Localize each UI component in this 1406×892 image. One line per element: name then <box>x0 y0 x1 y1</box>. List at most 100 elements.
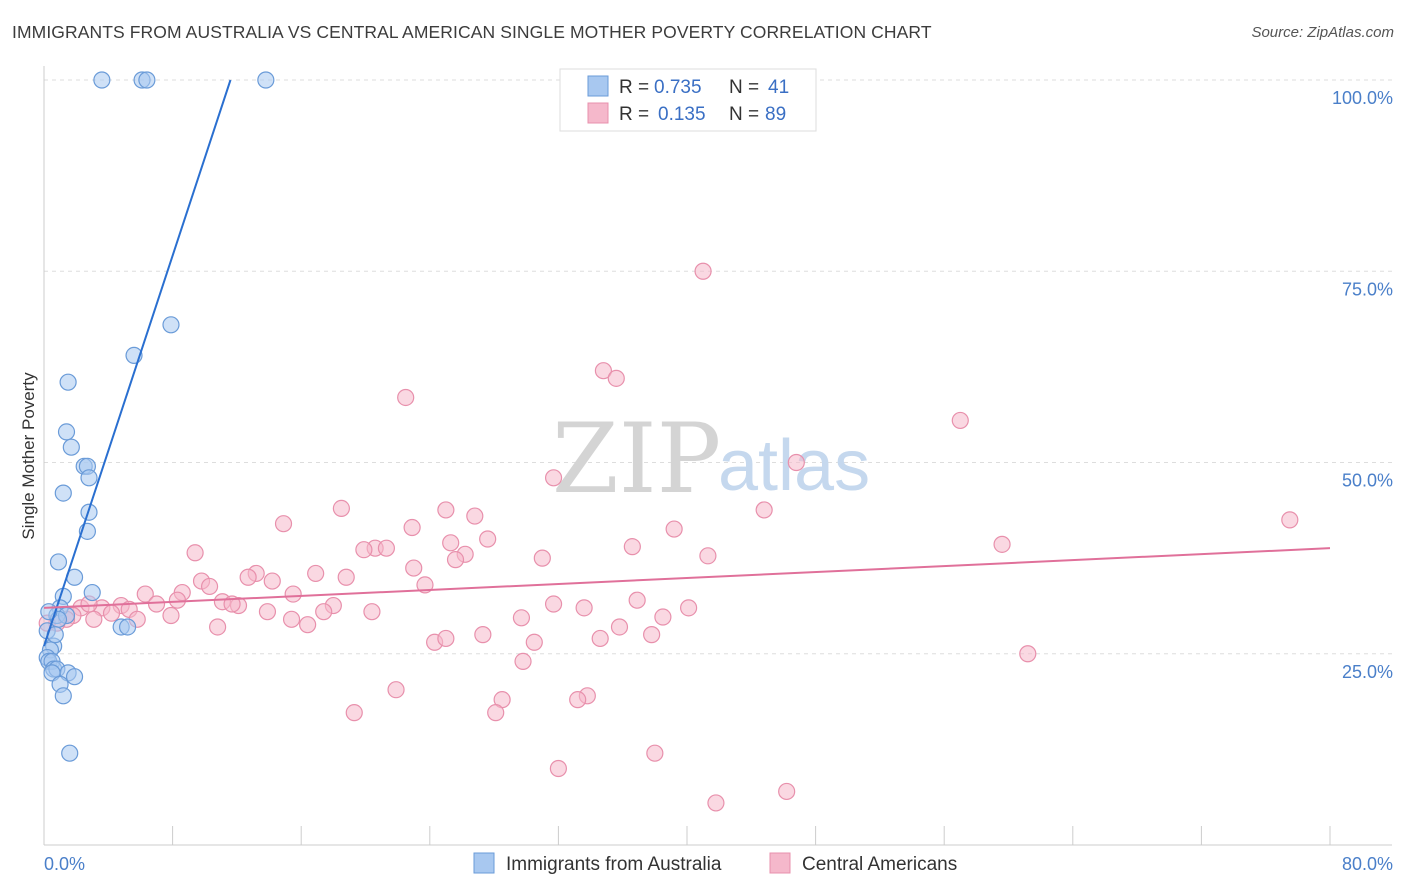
bottom-legend-label-australia: Immigrants from Australia <box>506 854 722 875</box>
point-central-americans-62 <box>85 610 103 628</box>
trend-line-australia <box>43 79 232 647</box>
point-australia-4 <box>162 316 180 334</box>
point-central-americans-27 <box>405 559 423 577</box>
point-central-americans-56 <box>102 604 121 622</box>
point-central-americans-71 <box>474 626 492 644</box>
point-australia-6 <box>59 373 77 391</box>
point-central-americans-54 <box>363 603 381 621</box>
point-australia-8 <box>62 438 80 456</box>
point-central-americans-38 <box>136 585 154 603</box>
point-central-americans-4 <box>951 411 969 430</box>
point-central-americans-81 <box>345 704 363 722</box>
point-australia-25 <box>118 618 137 636</box>
point-central-americans-14 <box>665 520 683 538</box>
point-central-americans-84 <box>549 759 568 778</box>
y-tick-label-3: 100.0% <box>1332 88 1393 108</box>
point-central-americans-39 <box>628 591 646 609</box>
legend-n-value-2: 89 <box>765 104 786 125</box>
point-central-americans-42 <box>147 595 166 613</box>
point-central-americans-59 <box>654 608 672 626</box>
bottom-legend-label-central-americans: Central Americans <box>802 854 957 875</box>
point-central-americans-30 <box>239 568 257 586</box>
point-central-americans-48 <box>575 599 593 617</box>
point-central-americans-11 <box>1281 511 1299 529</box>
point-australia-38 <box>54 687 72 705</box>
y-tick-label-1: 50.0% <box>1342 471 1393 491</box>
point-central-americans-34 <box>200 577 219 596</box>
point-central-americans-6 <box>544 469 563 487</box>
point-central-americans-32 <box>263 572 281 590</box>
y-axis-label: Single Mother Poverty <box>19 372 38 540</box>
y-tick-labels: 25.0% 50.0% 75.0% 100.0% <box>1332 88 1393 682</box>
chart-source: Source: ZipAtlas.com <box>1251 24 1394 41</box>
grid-lines <box>44 79 1392 655</box>
legend-n-label-2: N = <box>729 104 759 125</box>
x-tick-labels: 0.0% 80.0% <box>44 854 1393 874</box>
trend-line-central-americans <box>43 547 1331 609</box>
point-australia-2 <box>138 71 156 89</box>
point-central-americans-15 <box>479 530 497 548</box>
legend-r-value-2: 0.135 <box>658 104 706 125</box>
point-australia-36 <box>65 668 84 686</box>
point-central-americans-17 <box>993 535 1011 553</box>
legend-n-label-1: N = <box>729 77 759 98</box>
point-central-americans-7 <box>332 499 350 517</box>
point-australia-0 <box>93 71 111 89</box>
y-tick-label-2: 75.0% <box>1342 279 1393 299</box>
legend-r-label-1: R = <box>619 77 649 98</box>
point-central-americans-85 <box>778 782 796 801</box>
point-central-americans-40 <box>168 591 187 609</box>
point-central-americans-82 <box>487 704 505 722</box>
point-central-americans-0 <box>694 262 712 280</box>
bottom-legend-swatch-pink <box>769 852 791 874</box>
point-central-americans-86 <box>707 794 725 812</box>
point-central-americans-75 <box>1019 645 1037 663</box>
point-central-americans-10 <box>466 507 484 525</box>
point-central-americans-20 <box>377 539 395 557</box>
chart-title: IMMIGRANTS FROM AUSTRALIA VS CENTRAL AME… <box>12 22 932 42</box>
point-central-americans-12 <box>274 515 293 533</box>
point-australia-12 <box>54 484 72 502</box>
legend-n-value-1: 41 <box>768 77 789 98</box>
point-australia-3 <box>257 71 275 89</box>
point-central-americans-76 <box>514 652 532 671</box>
point-central-americans-22 <box>186 544 204 562</box>
point-australia-11 <box>80 469 98 487</box>
x-tick-label-min: 0.0% <box>44 854 85 874</box>
point-central-americans-43 <box>544 595 563 613</box>
legend: R = 0.735 N = 41 R = 0.135 N = 89 <box>559 68 817 132</box>
point-central-americans-77 <box>387 681 405 699</box>
point-central-americans-3 <box>397 388 415 407</box>
series-central-americans <box>38 262 1299 812</box>
point-central-americans-18 <box>623 538 641 556</box>
point-australia-17 <box>83 583 101 602</box>
point-central-americans-67 <box>299 616 317 634</box>
point-central-americans-13 <box>403 518 421 537</box>
point-central-americans-21 <box>355 541 373 559</box>
point-central-americans-69 <box>209 618 227 636</box>
watermark: ZIP atlas <box>552 403 870 515</box>
point-central-americans-9 <box>755 501 773 519</box>
y-tick-label-0: 25.0% <box>1342 662 1393 682</box>
point-australia-15 <box>49 553 68 571</box>
point-central-americans-60 <box>512 609 531 627</box>
point-central-americans-83 <box>646 744 664 762</box>
point-central-americans-70 <box>643 626 661 644</box>
point-central-americans-31 <box>337 568 355 586</box>
point-central-americans-72 <box>591 629 609 648</box>
point-central-americans-1 <box>594 362 613 380</box>
x-tick-label-max: 80.0% <box>1342 854 1393 874</box>
point-central-americans-55 <box>315 603 333 621</box>
point-central-americans-2 <box>607 369 625 387</box>
legend-swatch-blue <box>587 75 609 97</box>
series-immigrants-from-australia <box>38 71 275 762</box>
point-central-americans-87 <box>437 629 455 648</box>
point-central-americans-8 <box>437 501 455 519</box>
watermark-zip: ZIP <box>552 403 721 515</box>
point-central-americans-49 <box>680 599 698 617</box>
point-central-americans-37 <box>284 585 302 603</box>
point-central-americans-79 <box>569 691 587 709</box>
axes <box>43 66 1392 846</box>
point-central-americans-25 <box>446 551 465 569</box>
